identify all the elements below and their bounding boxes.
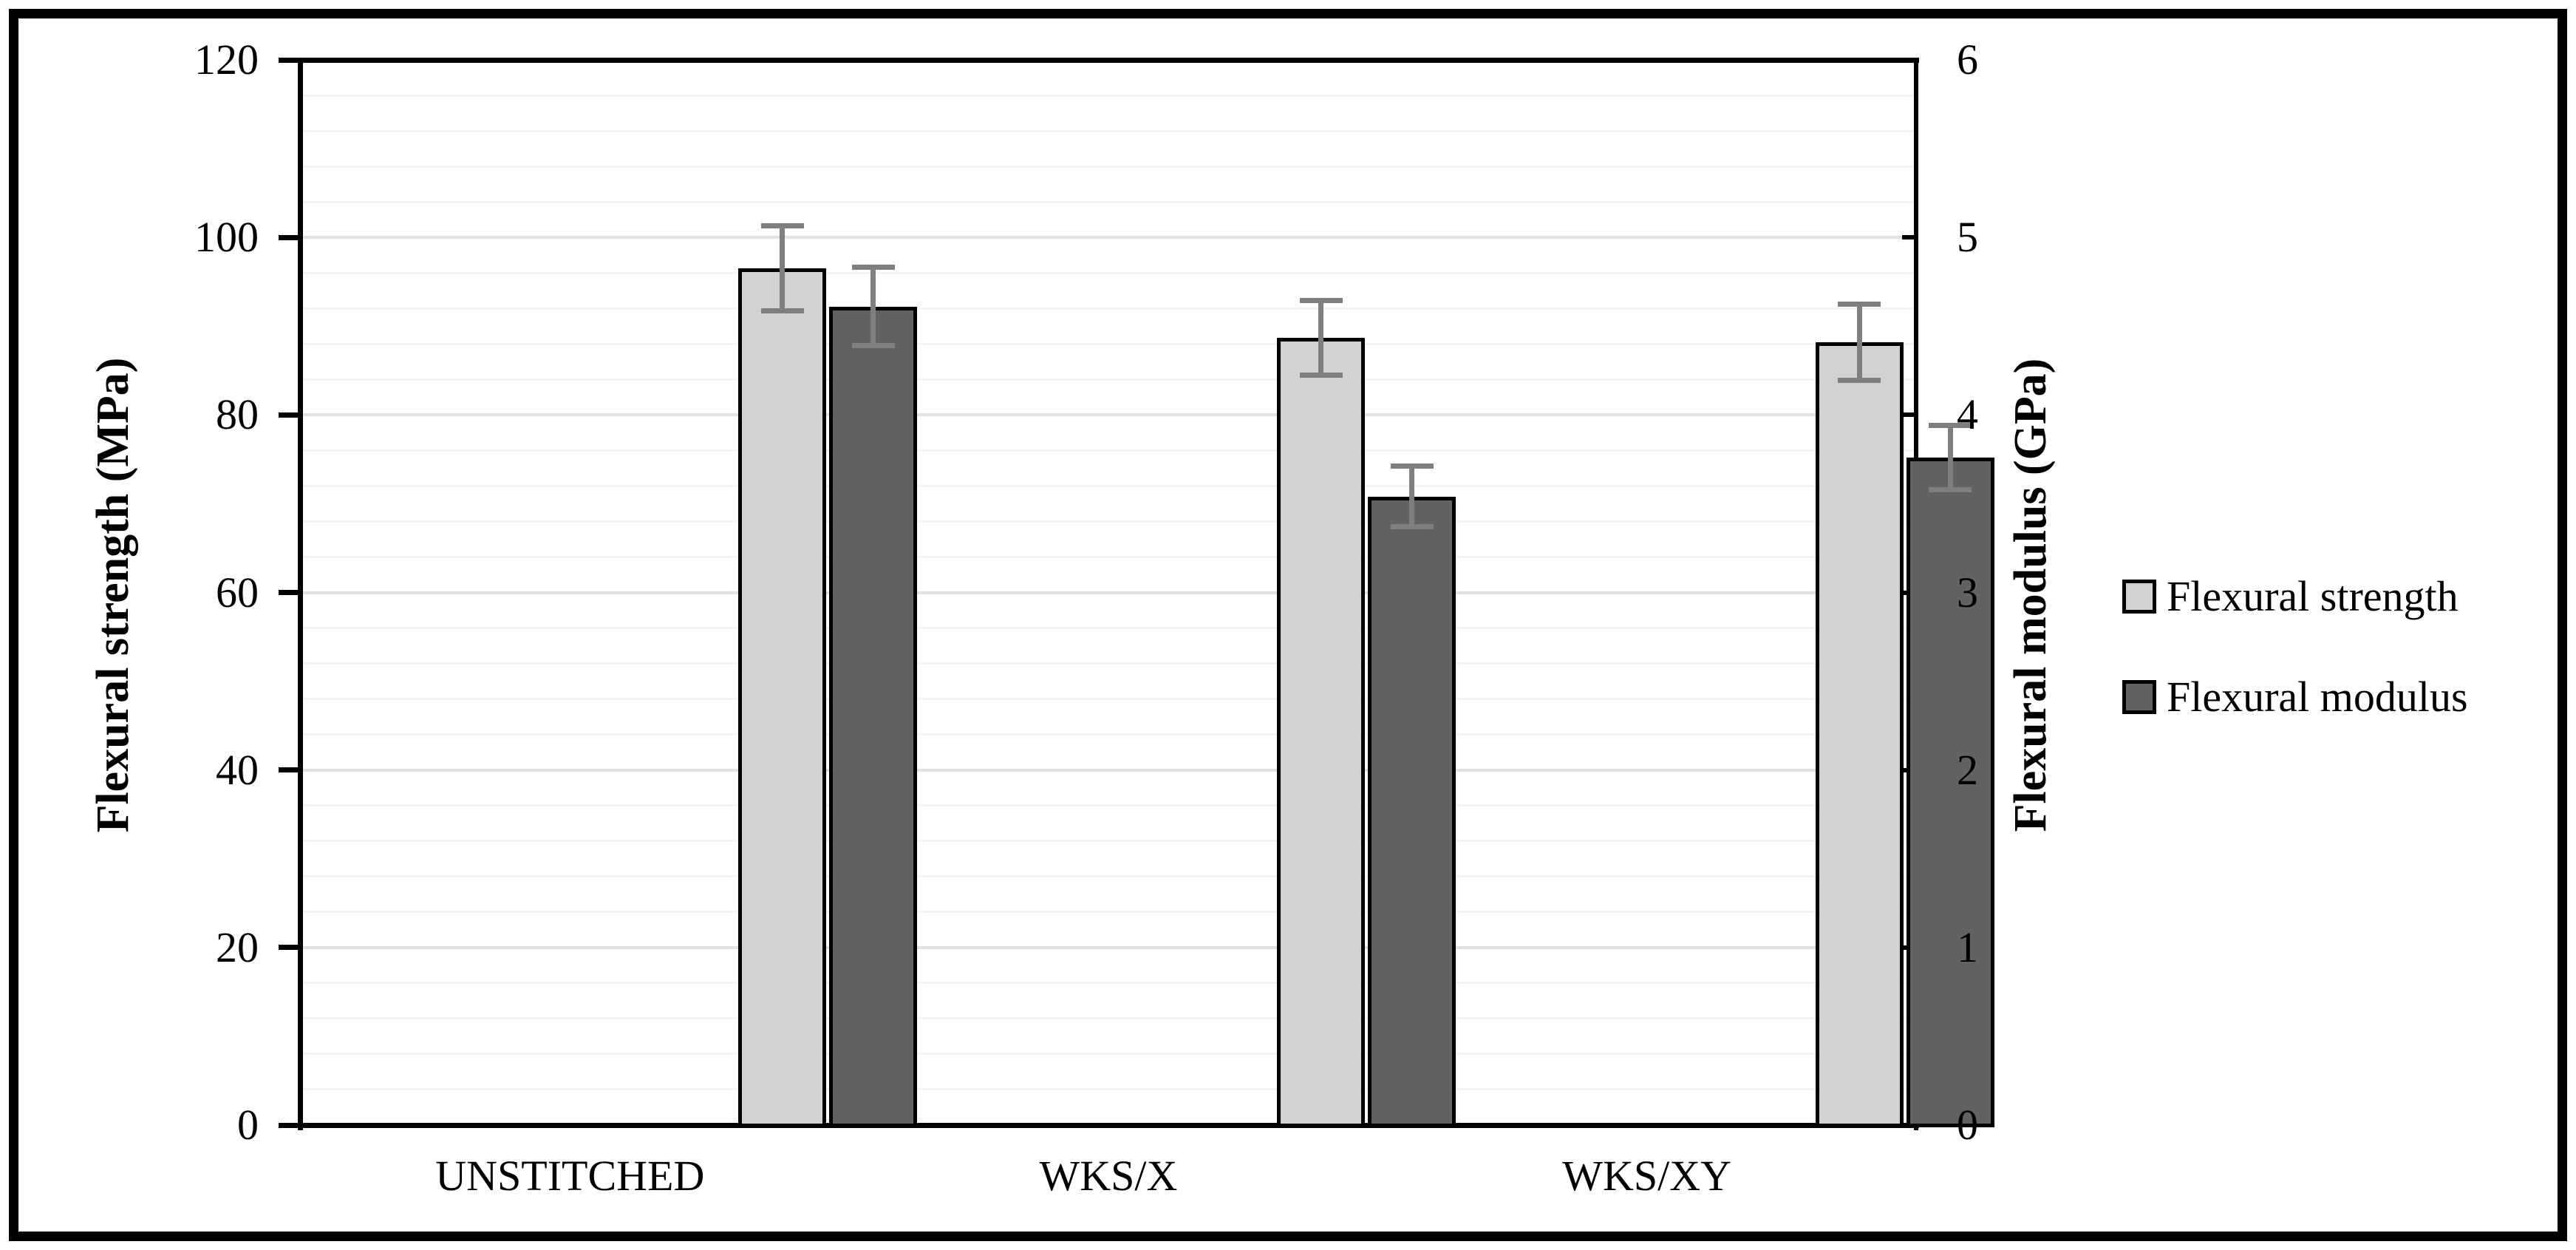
minor-gridline	[301, 840, 1916, 843]
major-gridline	[301, 413, 1916, 417]
error-bar-cap	[1838, 301, 1881, 307]
error-bar-cap	[1929, 486, 1972, 492]
minor-gridline	[301, 1053, 1916, 1056]
left-axis-tick	[279, 234, 299, 240]
bar-strength-1	[1277, 337, 1365, 1127]
left-axis-tick	[279, 767, 299, 773]
right-axis-tick-label: 5	[1957, 213, 1978, 262]
left-axis-tick	[279, 57, 299, 63]
x-axis	[298, 1123, 1919, 1128]
error-bar	[1409, 466, 1414, 527]
left-axis-tick-label: 0	[237, 1101, 259, 1149]
error-bar-cap	[760, 308, 804, 314]
minor-gridline	[301, 627, 1916, 630]
minor-gridline	[301, 662, 1916, 665]
category-label: WKS/XY	[1562, 1152, 1732, 1200]
error-bar	[1947, 425, 1953, 490]
legend-swatch-modulus	[2122, 680, 2156, 714]
legend-entry-modulus: Flexural modulus	[2122, 671, 2468, 723]
minor-gridline	[301, 733, 1916, 736]
minor-gridline	[301, 804, 1916, 807]
left-axis-tick-label: 80	[216, 390, 259, 439]
error-bar	[870, 267, 876, 346]
major-gridline	[301, 236, 1916, 240]
right-axis-tick-label: 0	[1957, 1101, 1978, 1149]
right-axis-tick-label: 3	[1957, 568, 1978, 616]
bar-strength-2	[1815, 342, 1904, 1127]
error-bar-cap	[1299, 372, 1343, 378]
error-bar-cap	[1390, 463, 1434, 469]
major-gridline	[301, 768, 1916, 772]
minor-gridline	[301, 698, 1916, 701]
left-axis-tick	[279, 590, 299, 595]
legend-swatch-strength	[2122, 580, 2156, 614]
error-bar	[1856, 304, 1862, 381]
major-gridline	[301, 591, 1916, 594]
legend-entry-strength: Flexural strength	[2122, 571, 2468, 622]
minor-gridline	[301, 271, 1916, 274]
left-axis-tick-label: 100	[194, 213, 259, 262]
error-bar-cap	[1838, 378, 1881, 383]
minor-gridline	[301, 449, 1916, 452]
minor-gridline	[301, 875, 1916, 878]
minor-gridline	[301, 378, 1916, 381]
minor-gridline	[301, 94, 1916, 97]
minor-gridline	[301, 484, 1916, 487]
error-bar	[1318, 300, 1323, 376]
error-bar-cap	[851, 265, 895, 271]
error-bar-cap	[851, 343, 895, 349]
minor-gridline	[301, 342, 1916, 345]
legend-label-strength: Flexural strength	[2167, 572, 2459, 620]
left-axis-tick	[279, 1122, 299, 1128]
error-bar-cap	[1299, 297, 1343, 303]
minor-gridline	[301, 200, 1916, 203]
right-axis-tick	[1902, 412, 1914, 418]
bar-strength-0	[738, 268, 827, 1127]
right-axis-tick-label: 4	[1957, 390, 1978, 439]
error-bar-cap	[760, 223, 804, 229]
minor-gridline	[301, 307, 1916, 310]
major-gridline	[301, 945, 1916, 949]
left-axis-tick-label: 20	[216, 923, 259, 971]
error-bar	[780, 225, 786, 311]
minor-gridline	[301, 555, 1916, 558]
minor-gridline	[301, 982, 1916, 985]
minor-gridline	[301, 165, 1916, 168]
right-axis-tick-label: 1	[1957, 923, 1978, 971]
minor-gridline	[301, 129, 1916, 132]
minor-gridline	[301, 911, 1916, 914]
left-axis-tick	[279, 945, 299, 951]
minor-gridline	[301, 520, 1916, 523]
category-label: WKS/X	[1039, 1152, 1178, 1200]
plot-area	[279, 57, 1994, 1130]
minor-gridline	[301, 1017, 1916, 1020]
right-axis-tick-label: 6	[1957, 35, 1978, 84]
category-label: UNSTITCHED	[435, 1152, 705, 1200]
left-axis-tick-label: 60	[216, 568, 259, 616]
error-bar-cap	[1929, 423, 1972, 429]
minor-gridline	[301, 1088, 1916, 1091]
left-axis-tick	[279, 412, 299, 418]
left-axis-tick-label: 120	[194, 35, 259, 84]
legend: Flexural strength Flexural modulus	[2122, 571, 2468, 723]
bar-modulus-0	[829, 306, 918, 1127]
bar-modulus-1	[1368, 496, 1456, 1127]
legend-label-modulus: Flexural modulus	[2167, 673, 2468, 721]
left-axis-tick-label: 40	[216, 745, 259, 794]
figure-border	[9, 9, 2567, 1241]
plot-top-border	[298, 58, 1919, 63]
right-axis-tick-label: 2	[1957, 745, 1978, 794]
y-axis-left	[298, 60, 303, 1130]
right-axis-tick	[1902, 235, 1914, 240]
error-bar-cap	[1390, 524, 1434, 530]
